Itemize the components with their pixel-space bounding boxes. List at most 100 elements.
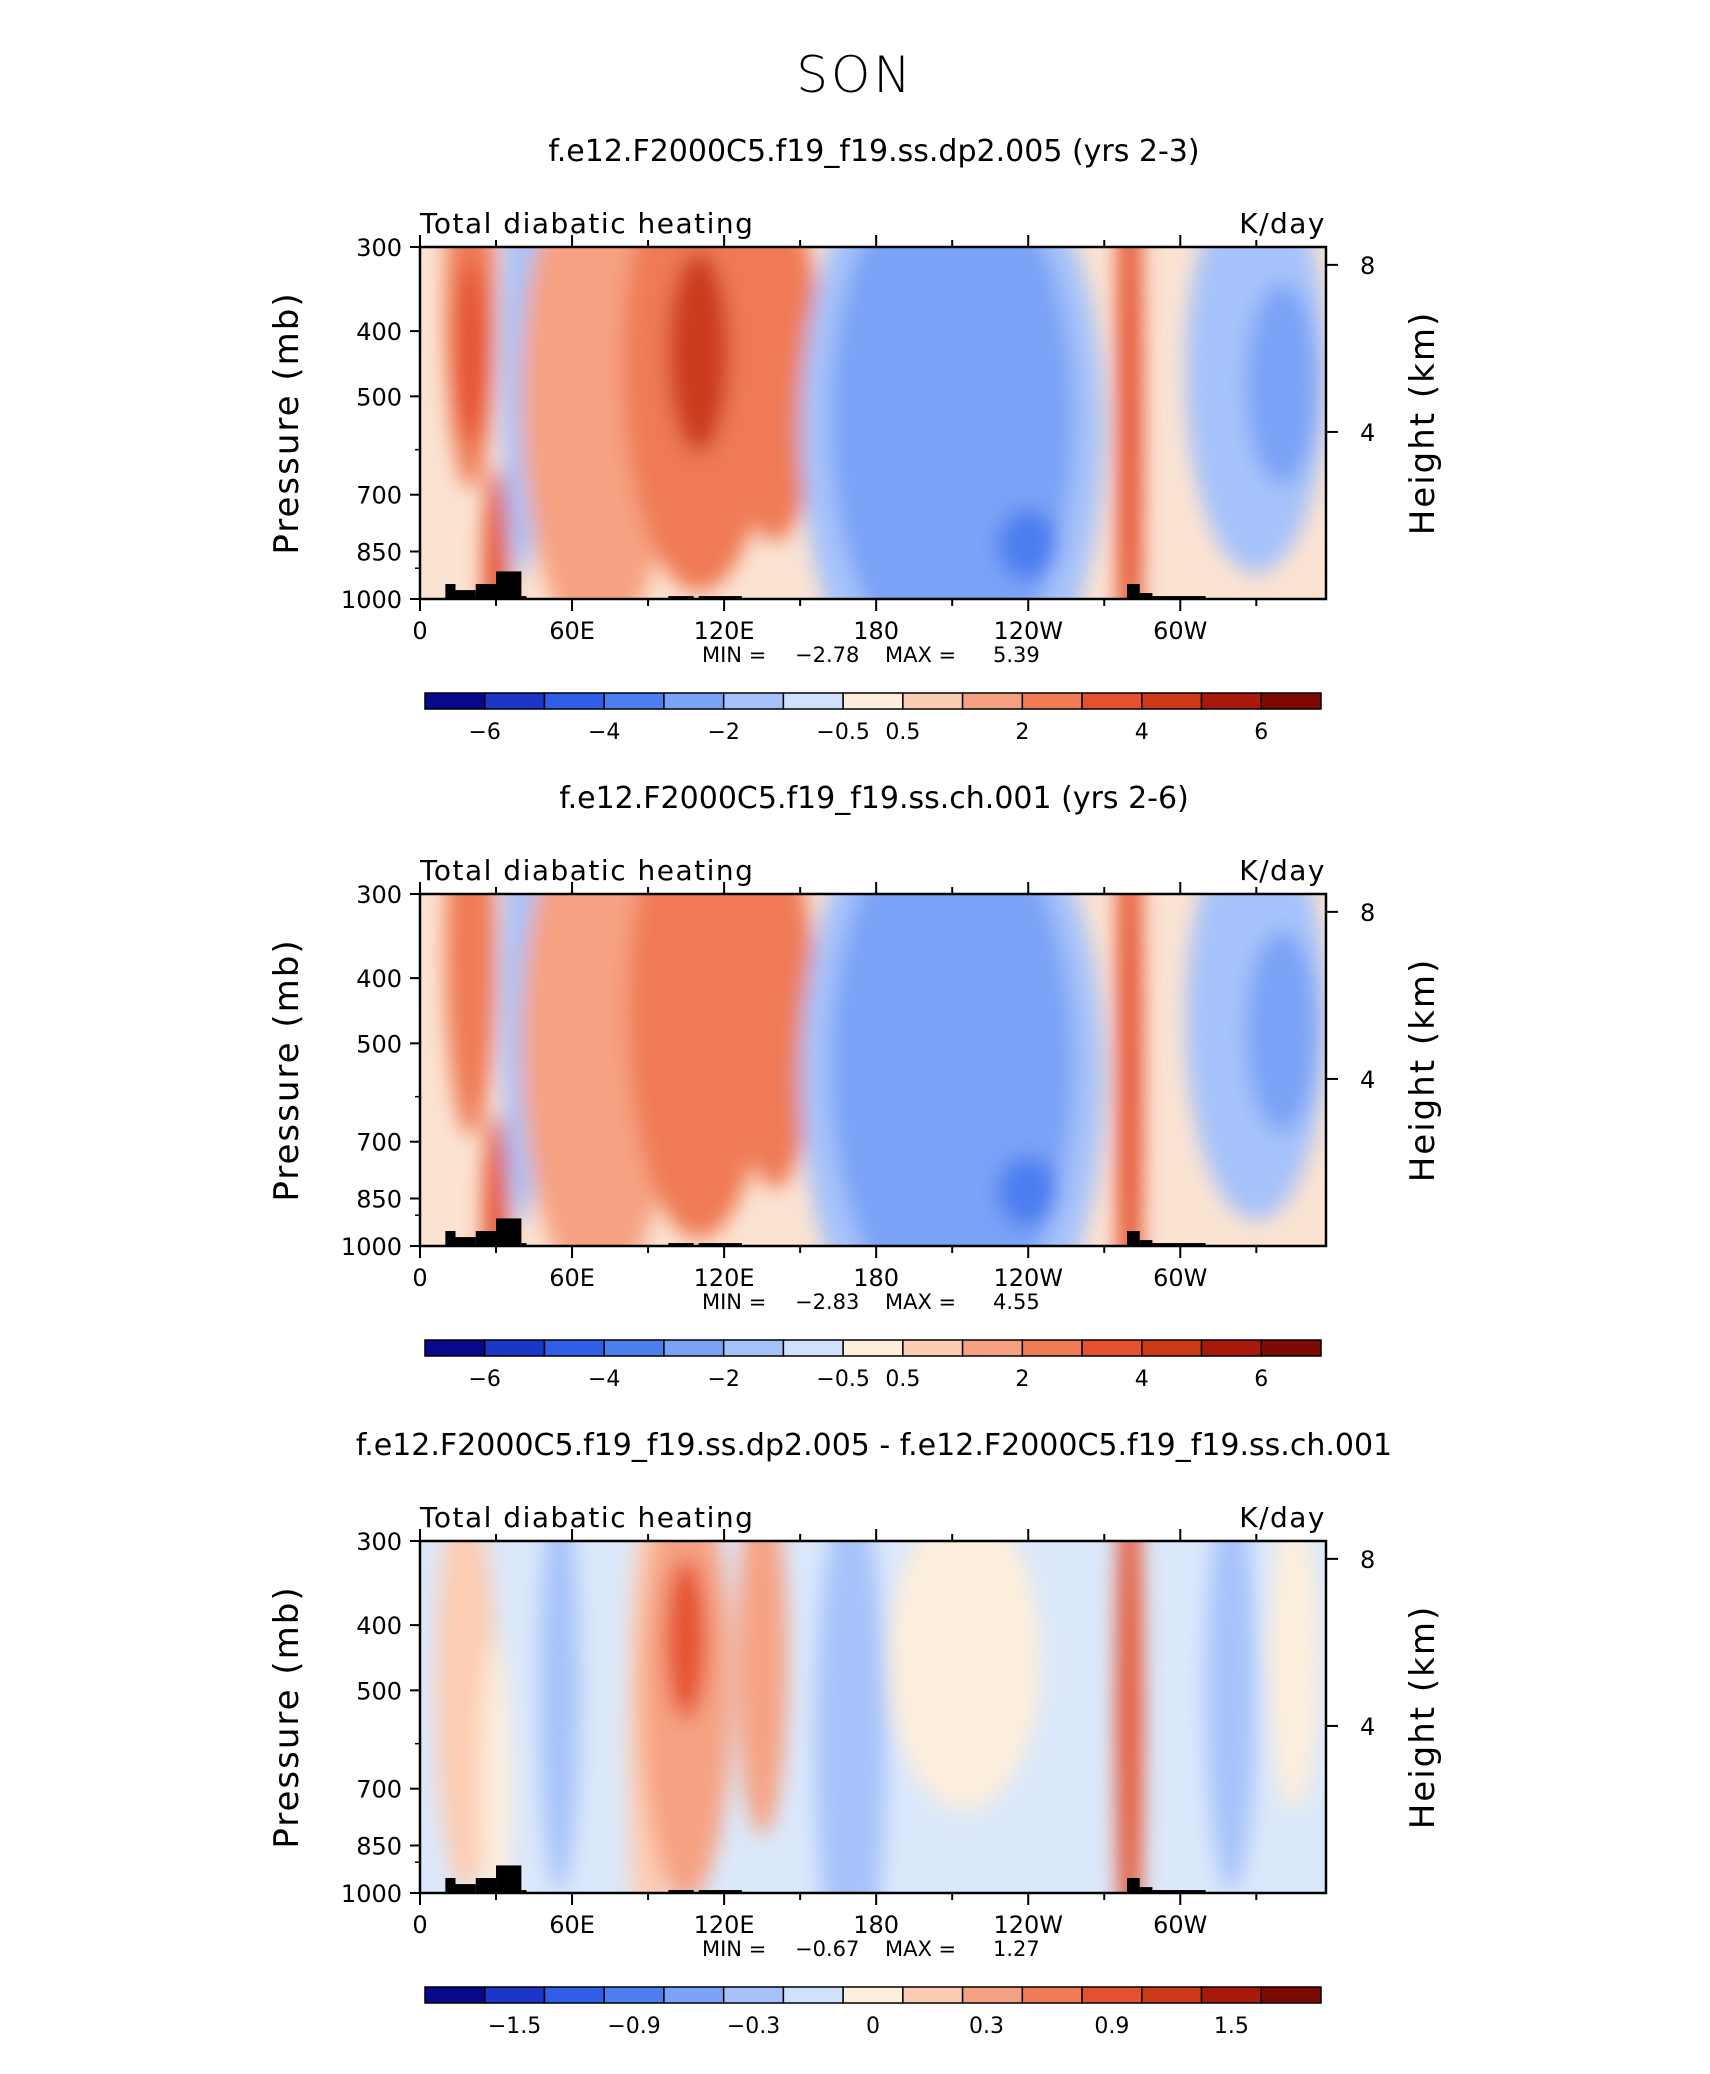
topography-block bbox=[668, 596, 694, 599]
max-label: MAX = bbox=[885, 1290, 956, 1314]
y2-tick-label: 8 bbox=[1360, 1546, 1375, 1574]
colorbar-swatch bbox=[961, 1986, 1024, 2004]
field-blob bbox=[997, 509, 1059, 580]
y2-tick-label: 4 bbox=[1360, 1713, 1375, 1741]
colorbar-label: 0.9 bbox=[1094, 2014, 1129, 2039]
y-tick-label: 700 bbox=[356, 482, 402, 510]
y-tick-label: 300 bbox=[356, 881, 402, 909]
y-tick-label: 400 bbox=[356, 965, 402, 993]
y2-tick-label: 8 bbox=[1360, 252, 1375, 280]
colorbar-swatch bbox=[1200, 1986, 1263, 2004]
x-tick-label: 180 bbox=[853, 1264, 899, 1292]
colorbar-label: 0 bbox=[866, 2014, 880, 2039]
topography-block bbox=[455, 1237, 476, 1246]
x-tick-label: 0 bbox=[412, 1911, 427, 1939]
colorbar-swatch bbox=[842, 692, 904, 710]
colorbar-label: −0.3 bbox=[727, 2014, 780, 2039]
topography-block bbox=[455, 1884, 476, 1893]
colorbar-swatch bbox=[842, 1339, 904, 1357]
colorbar-label: −2 bbox=[707, 1367, 739, 1392]
colorbar-swatch bbox=[424, 1339, 486, 1357]
y2-axis-title: Height (km) bbox=[1403, 958, 1443, 1183]
colorbar-swatch bbox=[961, 1339, 1024, 1357]
plot-frame bbox=[418, 892, 1328, 1248]
colorbar-swatch bbox=[1021, 1339, 1083, 1357]
topography-block bbox=[475, 584, 497, 599]
colorbar-swatch bbox=[1021, 692, 1083, 710]
x-tick-label: 180 bbox=[853, 1911, 899, 1939]
colorbar-swatch bbox=[902, 1339, 964, 1357]
colorbar-swatch bbox=[1081, 1339, 1143, 1357]
colorbar-label: 2 bbox=[1015, 1367, 1029, 1392]
topography-block bbox=[1127, 584, 1140, 599]
colorbar-swatch bbox=[1260, 1339, 1322, 1357]
y-tick-label: 850 bbox=[356, 1832, 402, 1860]
colorbar-label: 2 bbox=[1015, 720, 1029, 745]
y-tick-label: 300 bbox=[356, 1528, 402, 1556]
left-label: Total diabatic heating bbox=[419, 207, 754, 240]
topography-block bbox=[698, 1243, 742, 1246]
colorbar-swatch bbox=[663, 692, 725, 710]
colorbar-swatch bbox=[902, 1986, 964, 2004]
max-value: 1.27 bbox=[993, 1937, 1040, 1961]
x-tick-label: 60W bbox=[1153, 1264, 1207, 1292]
topography-block bbox=[1127, 1231, 1140, 1246]
topography-block bbox=[698, 1890, 742, 1893]
colorbar-swatch bbox=[483, 1986, 546, 2004]
topography-block bbox=[668, 1890, 694, 1893]
field-blob bbox=[734, 894, 816, 1189]
field-blob bbox=[539, 1541, 580, 1892]
y2-tick-label: 8 bbox=[1360, 899, 1375, 927]
colorbar-label: 6 bbox=[1254, 1367, 1268, 1392]
colorbar-swatch bbox=[1200, 692, 1263, 710]
left-label: Total diabatic heating bbox=[419, 1501, 754, 1534]
topography-block bbox=[1139, 593, 1153, 599]
colorbar-label: −0.9 bbox=[607, 2014, 660, 2039]
field-blob bbox=[668, 251, 730, 453]
field-blob bbox=[1116, 1541, 1143, 1893]
colorbar-swatch bbox=[1141, 692, 1203, 710]
y-axis-title: Pressure (mb) bbox=[267, 1585, 307, 1848]
left-label: Total diabatic heating bbox=[419, 854, 754, 887]
min-label: MIN = bbox=[702, 643, 766, 667]
panel-title: f.e12.F2000C5.f19_f19.ss.dp2.005 (yrs 2-… bbox=[548, 134, 1199, 169]
colorbar-swatch bbox=[1200, 1339, 1263, 1357]
panel-title: f.e12.F2000C5.f19_f19.ss.dp2.005 - f.e12… bbox=[356, 1428, 1392, 1463]
y2-tick-label: 4 bbox=[1360, 1066, 1375, 1094]
x-tick-label: 120E bbox=[694, 1264, 755, 1292]
y-tick-label: 850 bbox=[356, 1185, 402, 1213]
topography-block bbox=[1152, 1890, 1206, 1893]
x-tick-label: 60E bbox=[549, 1911, 595, 1939]
right-label: K/day bbox=[1239, 854, 1326, 887]
topography-block bbox=[521, 1890, 527, 1893]
contour-field bbox=[420, 247, 1326, 599]
x-tick-label: 120W bbox=[993, 1264, 1063, 1292]
x-tick-label: 120E bbox=[694, 617, 755, 645]
colorbar-label: 6 bbox=[1254, 720, 1268, 745]
colorbar-label: 0.3 bbox=[969, 2014, 1004, 2039]
field-blob bbox=[997, 1156, 1059, 1227]
chart-panel-3: f.e12.F2000C5.f19_f19.ss.dp2.005 - f.e12… bbox=[267, 1428, 1443, 2039]
min-value: −2.78 bbox=[795, 643, 859, 667]
y-tick-label: 500 bbox=[356, 383, 402, 411]
colorbar-swatch bbox=[1260, 1986, 1322, 2004]
colorbar-swatch bbox=[483, 1339, 546, 1357]
y-tick-label: 850 bbox=[356, 538, 402, 566]
colorbar-swatch bbox=[902, 692, 964, 710]
colorbar-swatch bbox=[424, 692, 486, 710]
topography-block bbox=[1127, 1878, 1140, 1893]
x-tick-label: 60W bbox=[1153, 1911, 1207, 1939]
field-blob bbox=[736, 1541, 788, 1836]
colorbar-swatch bbox=[603, 1986, 665, 2004]
topography-block bbox=[698, 596, 742, 599]
colorbar-label: 4 bbox=[1135, 1367, 1149, 1392]
y2-axis-title: Height (km) bbox=[1403, 311, 1443, 536]
field-blob bbox=[627, 894, 770, 1239]
colorbar-swatch bbox=[663, 1986, 725, 2004]
y-tick-label: 700 bbox=[356, 1129, 402, 1157]
colorbar-swatch bbox=[424, 1986, 486, 2004]
colorbar-swatch bbox=[1141, 1986, 1203, 2004]
plot-frame bbox=[418, 245, 1328, 601]
colorbar-swatch bbox=[722, 1986, 785, 2004]
